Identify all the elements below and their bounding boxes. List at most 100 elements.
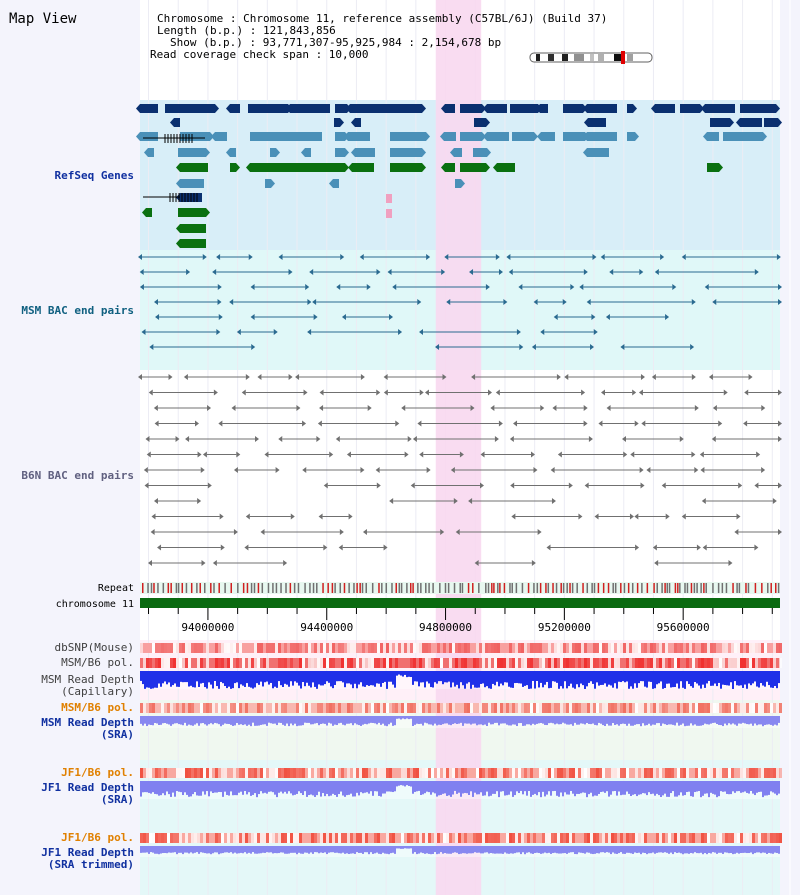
gene-feature[interactable]	[701, 104, 735, 113]
bac-end-pair[interactable]	[557, 451, 628, 458]
gene-feature[interactable]	[265, 179, 275, 188]
bac-end-pair[interactable]	[245, 513, 295, 520]
gene-feature[interactable]	[142, 208, 152, 217]
bac-end-pair[interactable]	[540, 329, 598, 335]
bac-end-pair[interactable]	[634, 513, 670, 520]
bac-end-pair[interactable]	[704, 284, 782, 290]
gene-feature[interactable]	[441, 163, 455, 172]
chromosome-ideogram[interactable]	[529, 51, 653, 64]
bac-end-pair[interactable]	[338, 544, 388, 551]
gene-feature[interactable]	[512, 132, 538, 141]
gene-feature[interactable]	[165, 104, 219, 113]
bac-end-pair[interactable]	[584, 482, 645, 489]
bac-end-pair[interactable]	[241, 389, 308, 396]
bac-end-pair[interactable]	[646, 467, 699, 473]
bac-end-pair[interactable]	[302, 467, 365, 473]
bac-end-pair[interactable]	[264, 451, 334, 458]
bac-end-pair[interactable]	[480, 451, 536, 458]
read-depth-tracks[interactable]	[140, 671, 780, 857]
bac-end-pair[interactable]	[146, 451, 202, 458]
bac-end-pair[interactable]	[319, 405, 372, 411]
gene-feature[interactable]	[440, 132, 456, 141]
refseq-genes-track[interactable]	[136, 104, 782, 248]
bac-end-pair[interactable]	[579, 284, 677, 290]
bac-end-pair[interactable]	[450, 467, 538, 473]
gene-feature[interactable]	[136, 132, 158, 141]
gene-feature[interactable]	[703, 132, 719, 141]
bac-end-pair[interactable]	[309, 269, 381, 275]
gene-feature[interactable]	[536, 104, 548, 113]
bac-end-pair[interactable]	[153, 405, 212, 411]
gene-feature[interactable]	[176, 224, 206, 233]
bac-end-pair[interactable]	[143, 467, 205, 473]
repeat-track[interactable]	[140, 582, 780, 594]
gene-feature[interactable]	[441, 104, 455, 113]
bac-end-pair[interactable]	[518, 284, 575, 290]
bac-end-pair[interactable]	[145, 436, 180, 442]
b6n-bac-track[interactable]	[138, 374, 782, 566]
bac-end-pair[interactable]	[185, 436, 259, 442]
gene-feature[interactable]	[707, 163, 723, 172]
gene-feature[interactable]	[736, 118, 762, 127]
bac-end-pair[interactable]	[231, 405, 301, 411]
bac-end-pair[interactable]	[218, 420, 307, 427]
bac-end-pair[interactable]	[410, 482, 484, 489]
gene-feature[interactable]	[627, 132, 639, 141]
bac-end-pair[interactable]	[600, 254, 665, 260]
gene-feature[interactable]	[483, 132, 509, 141]
bac-end-pair[interactable]	[157, 544, 225, 551]
bac-end-pair[interactable]	[147, 560, 206, 566]
bac-end-pair[interactable]	[212, 560, 288, 566]
msm-bac-track[interactable]	[138, 254, 782, 350]
bac-end-pair[interactable]	[661, 482, 743, 489]
gene-feature[interactable]	[583, 104, 617, 113]
bac-end-pair[interactable]	[510, 482, 573, 489]
bac-end-pair[interactable]	[490, 405, 545, 411]
bac-end-pair[interactable]	[620, 344, 695, 350]
bac-end-pair[interactable]	[387, 269, 446, 275]
gene-feature[interactable]	[455, 179, 465, 188]
gene-feature[interactable]	[144, 148, 154, 157]
gene-feature[interactable]	[178, 148, 210, 157]
bac-end-pair[interactable]	[638, 389, 728, 396]
gene-feature[interactable]	[740, 104, 780, 113]
gene-feature[interactable]	[390, 132, 430, 141]
bac-end-pair[interactable]	[734, 529, 782, 535]
gene-feature[interactable]	[286, 132, 322, 141]
gene-feature[interactable]	[335, 148, 349, 157]
bac-end-pair[interactable]	[630, 451, 696, 458]
gene-feature[interactable]	[351, 148, 375, 157]
gene-feature[interactable]	[450, 148, 462, 157]
bac-end-pair[interactable]	[139, 269, 191, 275]
gene-feature[interactable]	[723, 132, 767, 141]
bac-end-pair[interactable]	[392, 284, 490, 290]
bac-end-pair[interactable]	[216, 254, 253, 260]
gene-feature[interactable]	[348, 163, 374, 172]
gene-feature[interactable]	[351, 118, 361, 127]
bac-end-pair[interactable]	[699, 451, 761, 458]
bac-end-pair[interactable]	[455, 529, 542, 535]
bac-end-pair[interactable]	[474, 560, 536, 566]
bac-end-pair[interactable]	[419, 329, 521, 335]
bac-end-pair[interactable]	[546, 544, 640, 551]
bac-end-pair[interactable]	[183, 374, 250, 380]
gene-feature[interactable]	[230, 163, 240, 172]
bac-end-pair[interactable]	[295, 374, 365, 380]
bac-end-pair[interactable]	[155, 314, 223, 320]
gene-feature[interactable]	[226, 104, 240, 113]
bac-end-pair[interactable]	[383, 389, 424, 396]
bac-end-pair[interactable]	[509, 436, 593, 442]
bac-end-pair[interactable]	[652, 544, 701, 551]
gene-feature[interactable]	[460, 104, 486, 113]
bac-end-pair[interactable]	[594, 513, 634, 520]
gene-feature[interactable]	[176, 179, 204, 188]
gene-feature[interactable]	[290, 163, 349, 172]
bac-end-pair[interactable]	[708, 374, 753, 380]
gene-feature[interactable]	[176, 163, 208, 172]
bac-end-pair[interactable]	[153, 498, 202, 504]
bac-end-pair[interactable]	[154, 420, 199, 427]
bac-end-pair[interactable]	[307, 329, 403, 335]
bac-end-pair[interactable]	[609, 269, 644, 275]
bac-end-pair[interactable]	[138, 374, 173, 380]
bac-end-pair[interactable]	[511, 513, 583, 520]
